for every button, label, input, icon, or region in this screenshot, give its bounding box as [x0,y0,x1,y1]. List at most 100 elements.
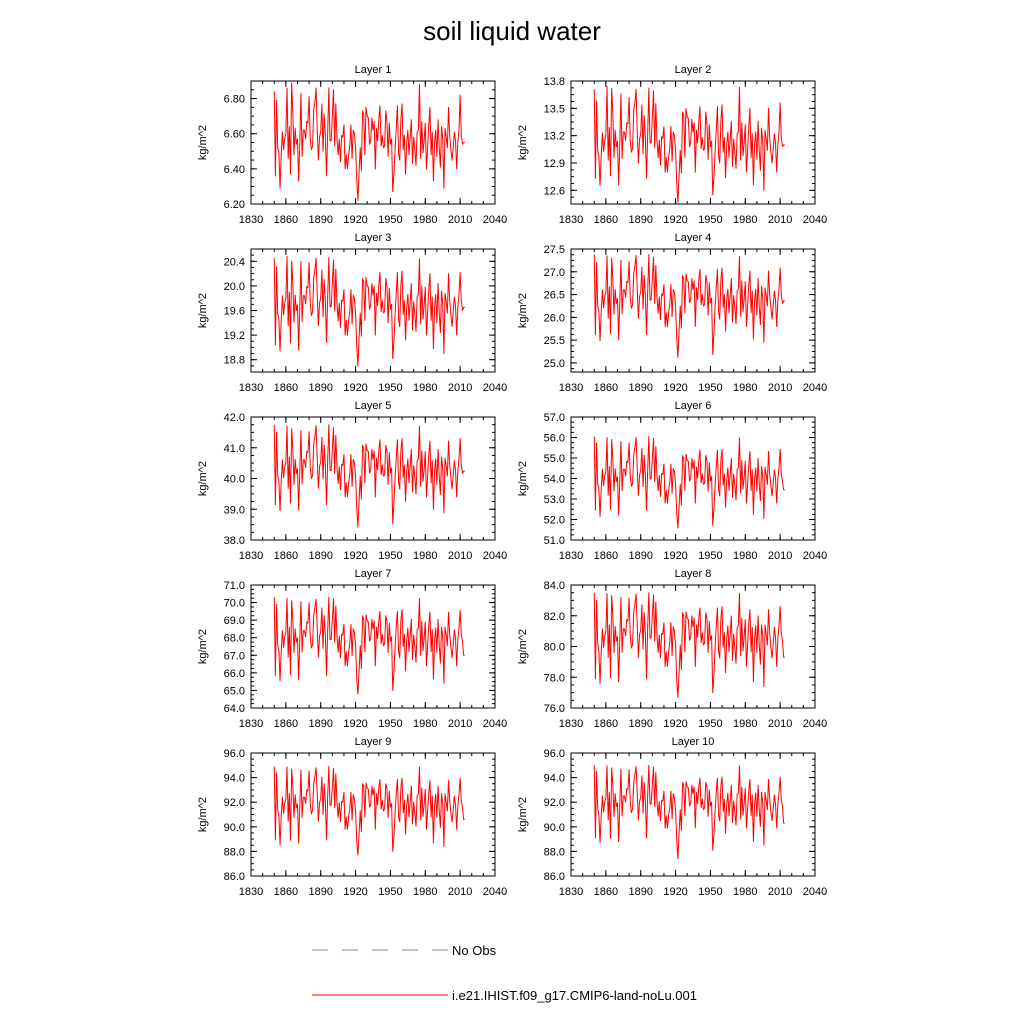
x-tick-label: 1950 [698,382,722,394]
y-tick-label: 26.0 [544,312,565,324]
y-tick-label: 82.0 [544,611,565,623]
x-tick-label: 1860 [274,718,298,730]
x-tick-label: 1860 [594,718,618,730]
panel-layer-10: Layer 10 1830 1860 1890 1920 1950 1980 2010 2040… [517,736,827,898]
y-tick-label: 69.0 [224,615,245,627]
x-tick-label: 2010 [768,382,792,394]
x-tick-label: 1830 [239,886,263,898]
x-tick-label: 1830 [559,214,583,226]
y-tick-label: 42.0 [224,412,245,424]
y-tick-label: 52.0 [544,515,565,527]
y-tick-label: 20.4 [224,256,245,268]
plot-frame [570,248,816,373]
x-tick-label: 1860 [594,214,618,226]
panel-title: Layer 5 [355,400,392,412]
x-tick-label: 1950 [698,718,722,730]
y-tick-label: 20.0 [224,281,245,293]
panel-title: Layer 3 [355,232,392,244]
panel-title: Layer 2 [675,64,712,76]
y-tick-label: 40.0 [224,474,245,486]
y-tick-label: 13.8 [544,76,565,88]
x-tick-label: 1890 [308,550,332,562]
panel-layer-6: Layer 6 1830 1860 1890 1920 1950 1980 2010 2040 5… [517,400,827,562]
x-tick-label: 2040 [803,718,827,730]
x-tick-label: 1860 [274,382,298,394]
y-tick-label: 92.0 [544,797,565,809]
x-tick-label: 1950 [378,214,402,226]
series-line-model-run [593,764,785,860]
y-axis-label: kg/m^2 [197,797,209,832]
legend-label-model-run: i.e21.IHIST.f09_g17.CMIP6-land-noLu.001 [452,988,697,1003]
y-tick-label: 76.0 [544,703,565,715]
x-tick-label: 2040 [803,214,827,226]
x-tick-label: 1830 [239,550,263,562]
y-tick-label: 88.0 [544,846,565,858]
y-tick-label: 70.0 [224,598,245,610]
y-tick-label: 68.0 [224,633,245,645]
x-tick-label: 1950 [378,382,402,394]
y-tick-label: 78.0 [544,672,565,684]
panels: Layer 1 1830 1860 1890 1920 1950 1980 2010 2040 6… [197,64,827,898]
x-tick-label: 1920 [663,382,687,394]
x-tick-label: 1890 [628,886,652,898]
panel-layer-4: Layer 4 1830 1860 1890 1920 1950 1980 2010 2040 2… [517,232,827,394]
series-line-model-run [273,424,465,528]
y-tick-label: 90.0 [544,822,565,834]
y-tick-label: 57.0 [544,412,565,424]
y-tick-label: 18.8 [224,355,245,367]
y-tick-label: 13.5 [544,103,565,115]
x-tick-label: 2040 [803,550,827,562]
panel-title: Layer 6 [675,400,712,412]
y-tick-label: 51.0 [544,535,565,547]
x-tick-label: 1920 [663,718,687,730]
x-tick-label: 1860 [594,382,618,394]
panel-layer-8: Layer 8 1830 1860 1890 1920 1950 1980 2010 2040 7… [517,568,827,730]
x-tick-label: 1860 [274,886,298,898]
x-tick-label: 1980 [733,718,757,730]
x-tick-label: 2010 [768,214,792,226]
x-tick-label: 2010 [768,718,792,730]
x-tick-label: 1980 [733,886,757,898]
y-tick-label: 67.0 [224,650,245,662]
y-tick-label: 6.80 [224,94,245,106]
series-line-model-run [273,596,465,695]
y-tick-label: 86.0 [224,871,245,883]
y-tick-label: 55.0 [544,453,565,465]
panel-title: Layer 1 [355,64,392,76]
y-tick-label: 56.0 [544,433,565,445]
x-tick-label: 1890 [308,718,332,730]
x-tick-label: 2040 [483,718,507,730]
series-line-model-run [593,85,785,203]
x-tick-label: 1920 [343,382,367,394]
x-tick-label: 1890 [628,718,652,730]
x-tick-label: 1950 [378,718,402,730]
y-axis-label: kg/m^2 [197,125,209,160]
x-tick-label: 1920 [343,718,367,730]
x-tick-label: 1980 [733,550,757,562]
y-tick-label: 25.0 [544,358,565,370]
x-tick-label: 2040 [483,382,507,394]
panel-layer-5: Layer 5 1830 1860 1890 1920 1950 1980 2010 2040 3… [197,400,507,562]
x-tick-label: 2040 [483,550,507,562]
y-tick-label: 38.0 [224,535,245,547]
panel-layer-1: Layer 1 1830 1860 1890 1920 1950 1980 2010 2040 6… [197,64,507,226]
y-tick-label: 26.5 [544,290,565,302]
x-tick-label: 1830 [239,214,263,226]
y-tick-label: 94.0 [544,773,565,785]
y-tick-label: 25.5 [544,335,565,347]
panel-title: Layer 4 [675,232,712,244]
panel-title: Layer 9 [355,736,392,748]
y-tick-label: 66.0 [224,668,245,680]
x-tick-label: 1920 [343,886,367,898]
x-tick-label: 2010 [448,886,472,898]
x-tick-label: 1890 [628,214,652,226]
y-tick-label: 64.0 [224,703,245,715]
y-tick-label: 94.0 [224,773,245,785]
y-tick-label: 53.0 [544,494,565,506]
x-tick-label: 2010 [768,550,792,562]
x-tick-label: 1830 [559,886,583,898]
y-tick-label: 41.0 [224,443,245,455]
x-tick-label: 1980 [733,214,757,226]
series-line-model-run [593,435,785,529]
